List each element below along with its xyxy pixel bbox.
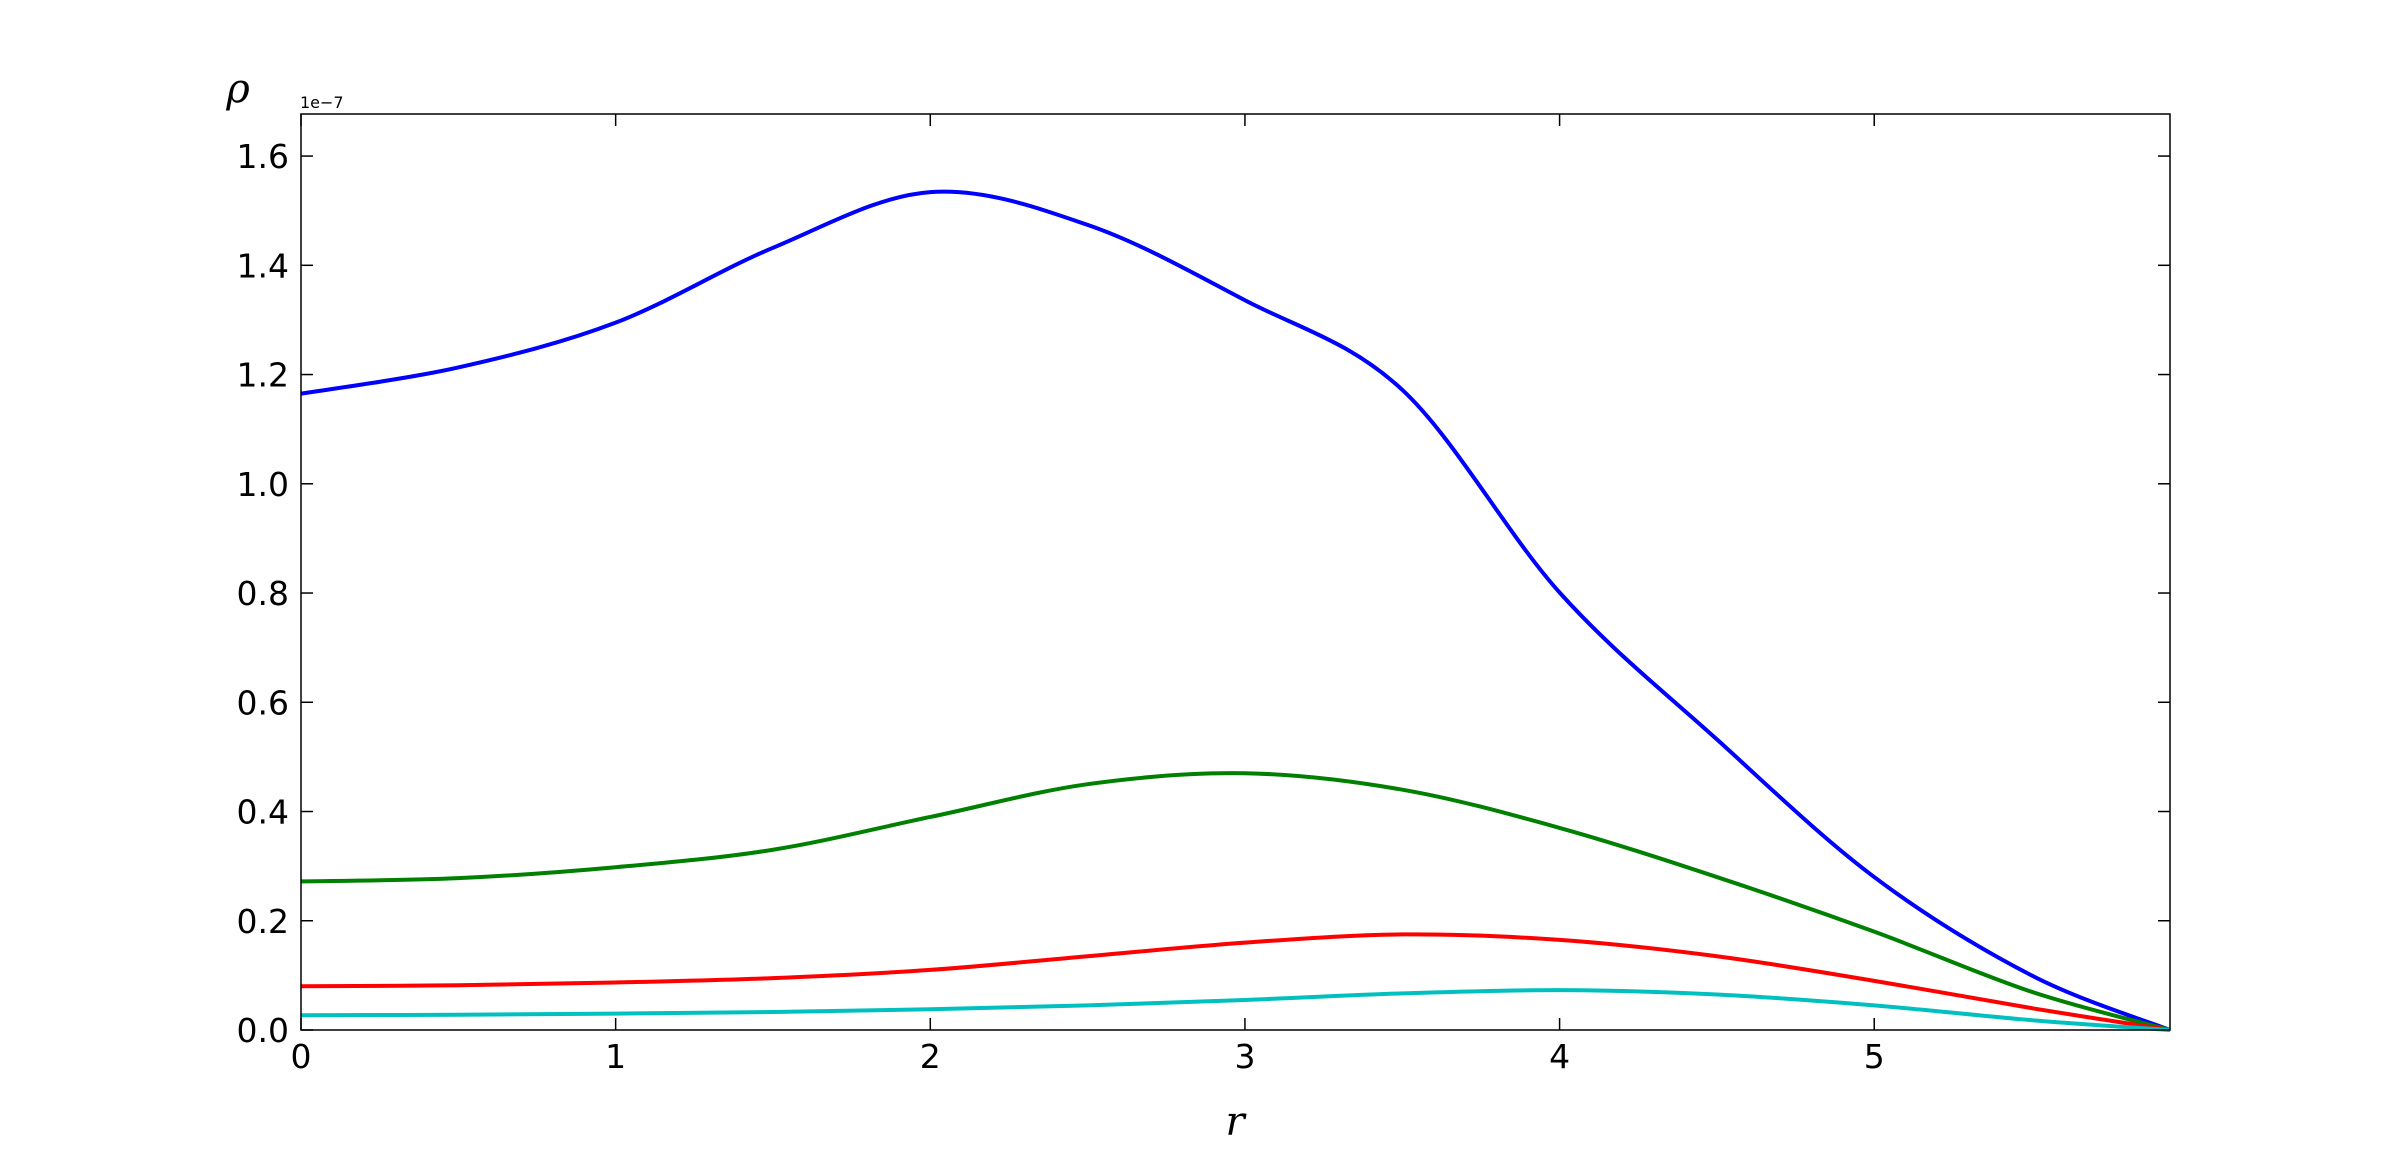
y-axis-label: ρ: [225, 66, 250, 112]
line-series: [300, 988, 2171, 1032]
x-tick-label: 1: [605, 1037, 626, 1076]
y-tick-label: 0.0: [237, 1011, 289, 1050]
x-tick-label: 4: [1549, 1037, 1570, 1076]
x-tick-label: 3: [1234, 1037, 1255, 1076]
line-series: [300, 189, 2171, 1032]
x-tick-label: 5: [1864, 1037, 1885, 1076]
x-tick-label: 2: [920, 1037, 941, 1076]
y-tick-label: 1.0: [237, 465, 289, 504]
y-tick-label: 1.4: [237, 246, 289, 285]
y-tick-label: 0.8: [237, 574, 289, 613]
y-tick-label: 1.2: [237, 356, 289, 395]
y-tick-label: 0.4: [237, 793, 289, 832]
line-series: [300, 932, 2171, 1032]
y-tick-label: 1.6: [237, 137, 289, 176]
x-tick-label: 0: [291, 1037, 312, 1076]
y-tick-label: 0.2: [237, 902, 289, 941]
y-offset-label: 1e−7: [300, 93, 344, 112]
line-series: [300, 771, 2171, 1032]
x-axis-label: r: [1225, 1099, 1247, 1145]
plot-frame: [300, 113, 2171, 1031]
y-tick-label: 0.6: [237, 683, 289, 722]
